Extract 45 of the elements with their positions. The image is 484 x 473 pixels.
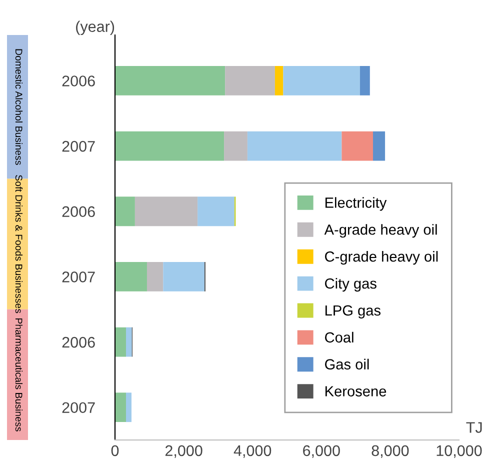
- legend-label: Electricity: [325, 197, 387, 211]
- bar: [198, 196, 234, 226]
- bar: [115, 196, 135, 226]
- legend-label: LPG gas: [325, 305, 381, 319]
- text: Pharmaceuticals Business: [15, 318, 23, 432]
- legend-label: C-grade heavy oil: [325, 251, 438, 265]
- x-tick-label: 8,000: [372, 445, 409, 458]
- bar: [115, 262, 147, 292]
- bar: [146, 262, 164, 292]
- y-tick-label: 2007: [62, 402, 95, 414]
- y-tick-label: 2007: [62, 272, 95, 282]
- bar: [224, 131, 248, 161]
- y-tick-label: 2006: [62, 76, 95, 86]
- x-tick-label: 6,000: [303, 445, 340, 458]
- bar: [274, 66, 284, 96]
- legend-label: Gas oil: [325, 358, 369, 370]
- bar: [115, 327, 126, 357]
- bar: [342, 131, 373, 161]
- legend-label: Coal: [325, 332, 354, 343]
- bar: [283, 66, 360, 96]
- legend-label: A-grade heavy oil: [324, 224, 437, 238]
- y-tick-label: 2006: [62, 336, 95, 348]
- bar: [126, 392, 132, 422]
- legend-label: Kerosene: [325, 386, 386, 396]
- x-tick-label: 0: [111, 445, 119, 456]
- x-tick-label: 2,000: [165, 445, 202, 458]
- bar: [373, 131, 386, 161]
- bar: [134, 196, 198, 226]
- x-tick-label: 10,000: [436, 445, 482, 458]
- legend-label: City gas: [325, 278, 376, 292]
- bar: [360, 66, 370, 96]
- y-tick-label: 2006: [62, 206, 95, 218]
- y-axis-title: (year): [76, 20, 114, 35]
- bar: [163, 262, 204, 292]
- text: Domestic Alcohol Business: [15, 49, 23, 165]
- bar: [115, 131, 224, 161]
- y-tick-label: 2007: [62, 140, 95, 152]
- text: Soft Drinks & Foods Businesses: [15, 175, 23, 314]
- bar: [225, 66, 275, 96]
- bar: [115, 66, 226, 96]
- x-tick-label: 4,000: [234, 445, 272, 458]
- x-axis-title: TJ: [466, 422, 482, 433]
- bar: [247, 131, 342, 161]
- bar: [115, 392, 126, 422]
- bar: [126, 327, 132, 357]
